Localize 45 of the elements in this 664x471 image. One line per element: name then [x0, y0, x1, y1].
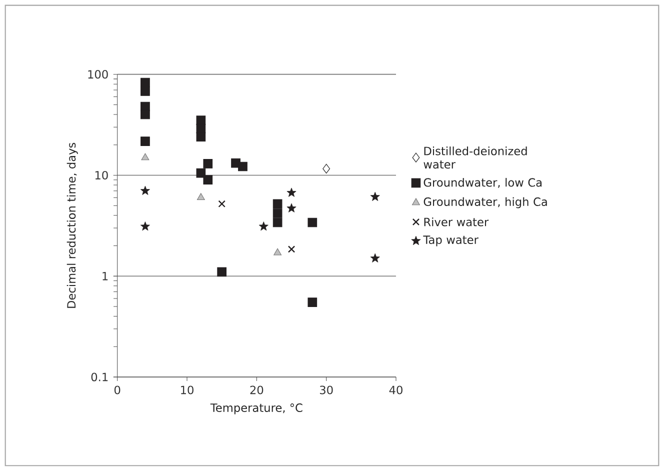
point	[308, 298, 318, 307]
point	[288, 246, 296, 253]
point	[370, 192, 380, 201]
point	[272, 208, 282, 218]
point	[140, 186, 150, 195]
x-tick-label: 0	[114, 386, 120, 394]
point	[272, 199, 282, 209]
y-axis-title: Decimal reduction time, days	[66, 142, 78, 308]
x-tick-label: 20	[250, 386, 264, 394]
y-tick-label: 0.1	[91, 372, 108, 382]
legend-label: Groundwater, low Ca	[424, 178, 542, 188]
point	[203, 159, 213, 168]
point	[238, 162, 248, 172]
point	[140, 110, 150, 120]
y-tick-label: 1	[102, 272, 108, 280]
x-tick-label: 40	[389, 386, 402, 394]
point	[140, 136, 150, 146]
point	[196, 116, 206, 126]
x-tick-label: 10	[181, 386, 194, 394]
point	[140, 222, 150, 231]
point	[140, 78, 150, 88]
point	[308, 218, 318, 228]
point	[217, 267, 227, 277]
point	[196, 193, 205, 200]
point	[370, 253, 380, 262]
legend-label: Groundwater, high Ca	[424, 197, 547, 208]
legend-label: Distilled-deionized water	[424, 146, 527, 169]
legend-label: Tap water	[423, 236, 478, 246]
point	[258, 222, 268, 231]
point	[140, 86, 150, 96]
y-tick-label: 10	[95, 170, 108, 180]
point	[196, 168, 206, 178]
point	[286, 188, 296, 197]
point	[141, 153, 150, 160]
point	[272, 218, 282, 228]
point	[274, 248, 282, 256]
x-tick-label: 30	[320, 386, 333, 394]
y-tick-label: 100	[88, 70, 108, 79]
point	[196, 132, 206, 142]
point	[286, 203, 296, 212]
point	[322, 164, 330, 174]
x-axis-title: Temperature, °C	[210, 403, 302, 414]
point	[203, 175, 213, 185]
point	[218, 200, 226, 208]
legend-label: River water	[424, 218, 489, 226]
